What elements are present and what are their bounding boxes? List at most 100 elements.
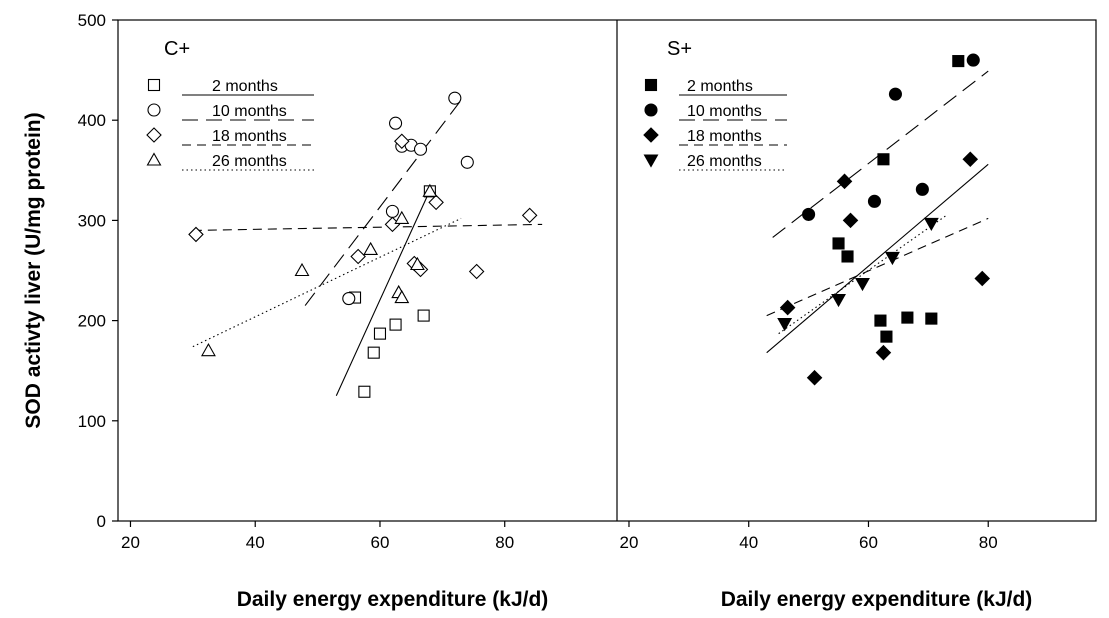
y-tick-label: 200: [78, 312, 106, 331]
series-18-months: [188, 133, 543, 280]
x-tick-label: 60: [371, 533, 390, 552]
marker-diamond: [779, 299, 796, 316]
marker-triangle-down: [923, 217, 939, 232]
marker-diamond: [962, 151, 979, 168]
marker-circle: [802, 207, 816, 221]
marker-diamond: [806, 369, 823, 386]
marker-circle: [966, 53, 980, 67]
x-tick-label: 40: [739, 533, 758, 552]
regression-line: [335, 190, 431, 396]
x-axis-right: 20 40 60 80: [620, 521, 998, 552]
marker-square: [417, 309, 430, 322]
marker-triangle-up: [146, 152, 162, 166]
marker-triangle-down: [643, 154, 659, 168]
axes-frame: [117, 19, 1097, 522]
marker-square: [373, 327, 387, 340]
marker-circle: [147, 103, 161, 117]
series-26-months: [192, 183, 462, 357]
marker-circle: [413, 142, 428, 156]
marker-circle: [389, 116, 403, 130]
marker-diamond: [428, 194, 444, 211]
marker-diamond: [974, 270, 991, 287]
marker-square: [389, 318, 402, 331]
regression-line: [192, 223, 543, 231]
plot-border: [117, 19, 1097, 522]
series-26-months: [777, 214, 947, 335]
legend-entry-label: 18 months: [687, 128, 762, 145]
marker-circle: [342, 292, 356, 306]
marker-diamond: [521, 207, 538, 224]
marker-square: [925, 312, 938, 325]
regression-line: [772, 70, 989, 238]
panel-right-plot: [766, 53, 991, 386]
marker-triangle-up: [394, 289, 410, 304]
x-tick-label: 20: [121, 533, 140, 552]
y-tick-label: 500: [78, 11, 106, 30]
legend-entry-label: 18 months: [212, 128, 287, 145]
marker-circle: [867, 194, 882, 208]
y-axis-title: SOD activty liver (U/mg protein): [22, 112, 45, 428]
legend-entry-label: 2 months: [687, 78, 753, 95]
series-10-months: [304, 91, 474, 306]
marker-diamond: [842, 212, 859, 229]
y-tick-label: 400: [78, 111, 106, 130]
regression-line: [778, 214, 947, 335]
y-tick-label: 0: [97, 512, 106, 531]
legend-right: 2 months 10 months 18 months 26 months: [643, 78, 787, 171]
regression-line: [766, 217, 989, 317]
marker-square: [841, 250, 854, 263]
marker-circle: [644, 103, 658, 117]
marker-diamond: [188, 226, 204, 243]
marker-triangle-down: [831, 294, 846, 308]
marker-square: [832, 237, 845, 250]
marker-square: [952, 55, 965, 68]
marker-diamond: [350, 248, 366, 265]
marker-square: [147, 78, 161, 92]
marker-circle: [460, 155, 474, 169]
y-axis: 0 100 200 300 400 500: [78, 11, 118, 531]
y-tick-label: 100: [78, 412, 106, 431]
marker-circle: [448, 91, 462, 105]
marker-triangle-up: [363, 241, 379, 256]
x-axis-title-right: Daily energy expenditure (kJ/d): [721, 588, 1033, 611]
series-10-months: [772, 53, 989, 238]
x-tick-label: 40: [246, 533, 265, 552]
marker-triangle-up: [422, 183, 438, 197]
marker-triangle-down: [777, 318, 793, 332]
marker-diamond: [836, 173, 853, 190]
marker-triangle-up: [201, 343, 216, 357]
marker-square: [901, 311, 914, 324]
marker-diamond: [875, 344, 892, 361]
marker-triangle-down: [884, 251, 900, 266]
marker-square: [644, 78, 658, 92]
marker-triangle-down: [855, 277, 870, 292]
marker-square: [874, 314, 887, 327]
marker-triangle-up: [409, 256, 425, 271]
marker-diamond: [468, 263, 485, 280]
regression-line: [766, 163, 989, 354]
marker-square: [880, 330, 893, 343]
x-tick-label: 20: [620, 533, 639, 552]
marker-diamond: [643, 127, 659, 143]
series-2-months: [766, 55, 989, 354]
panel-left-plot: [188, 91, 543, 398]
marker-diamond: [146, 127, 162, 143]
panel-label-s-plus: S+: [667, 38, 692, 60]
x-tick-label: 60: [859, 533, 878, 552]
marker-triangle-up: [394, 210, 410, 224]
marker-circle: [888, 87, 902, 101]
x-axis-title-left: Daily energy expenditure (kJ/d): [237, 588, 549, 611]
x-axis-left: 20 40 60 80: [121, 521, 514, 552]
panel-label-c-plus: C+: [164, 38, 190, 60]
series-2-months: [335, 185, 436, 398]
series-18-months: [766, 151, 991, 386]
legend-left: 2 months 10 months 18 months 26 months: [146, 78, 314, 171]
marker-square: [877, 153, 890, 166]
marker-square: [358, 385, 371, 398]
legend-entry-label: 26 months: [687, 153, 762, 170]
x-tick-label: 80: [495, 533, 514, 552]
marker-triangle-up: [294, 262, 310, 277]
regression-line: [304, 99, 462, 306]
x-tick-label: 80: [979, 533, 998, 552]
